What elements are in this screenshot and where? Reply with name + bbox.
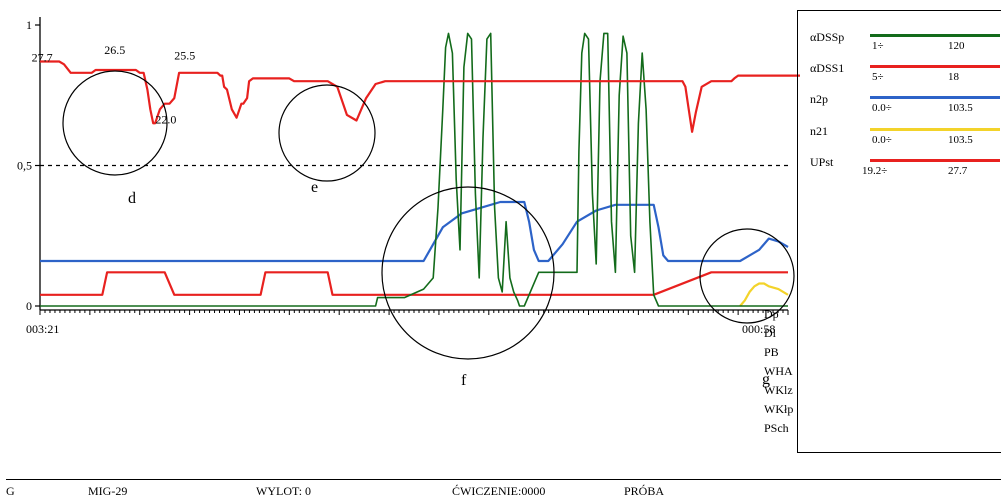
y-tick-label: 0 <box>26 299 32 313</box>
series-line-UPst <box>40 60 800 133</box>
point-label: 26.5 <box>104 43 125 57</box>
y-tick-label: 1 <box>26 18 32 32</box>
legend-range-max: 103.5 <box>948 102 973 114</box>
legend-swatch <box>870 34 1000 37</box>
legend-swatch <box>870 65 1000 68</box>
series-line-n21 <box>739 282 789 307</box>
time-end-label: 000:58 <box>742 322 775 336</box>
annotation-circle <box>278 84 376 182</box>
series-line-αDSS1 <box>40 271 788 296</box>
legend-series-name: UPst <box>810 155 834 169</box>
annotation-circle <box>699 228 795 324</box>
indicator-label: WKlz <box>764 383 793 397</box>
indicator-label: PB <box>764 345 779 359</box>
legend-series-name: αDSSp <box>810 30 845 44</box>
circle-label: d <box>128 190 136 207</box>
y-tick-label: 0,5 <box>17 159 32 173</box>
footer-aircraft: MIG-29 <box>88 484 128 498</box>
circle-label: g <box>762 371 770 388</box>
indicator-label: WKłp <box>764 402 794 416</box>
legend-swatch <box>870 96 1000 99</box>
footer-letter: G <box>6 484 15 498</box>
footer-trial: PRÓBA <box>624 484 665 498</box>
legend-range-max: 103.5 <box>948 134 973 146</box>
legend-range-max: 18 <box>948 71 959 83</box>
legend-range-min: 19.2÷ <box>862 165 888 177</box>
legend-series-name: n21 <box>810 124 828 138</box>
legend-swatch <box>870 159 1000 162</box>
indicator-label: Dp <box>764 307 779 321</box>
annotation-circle <box>62 70 168 176</box>
footer-flight: WYLOT: 0 <box>256 484 312 498</box>
series-line-αDSSp <box>40 32 788 307</box>
indicator-label: PSch <box>764 421 789 435</box>
footer-exercise: ĆWICZENIE:0000 <box>452 484 546 498</box>
annotation-circle <box>381 186 555 360</box>
legend-range-min: 5÷ <box>872 71 884 83</box>
indicator-label: Dl <box>764 326 776 340</box>
point-label: 25.5 <box>174 49 195 63</box>
point-label: 22.0 <box>155 112 176 126</box>
legend-range-min: 1÷ <box>872 40 884 52</box>
legend-series-name: n2p <box>810 92 828 106</box>
time-start-label: 003:21 <box>26 322 59 336</box>
legend-range-max: 27.7 <box>948 165 968 177</box>
legend-panel: αDSSp 1÷ 120 αDSS1 5÷ 18 n2p 0.0÷ 103.5 n21 0.0÷ 10… <box>764 10 1001 453</box>
legend-range-max: 120 <box>948 40 965 52</box>
flight-parameter-chart: 1 0,5 0 003:21 000:58 27.7 26.5 25.5 22.0 d e f g <box>17 17 800 389</box>
legend-range-min: 0.0÷ <box>872 102 892 114</box>
series-line-n2p <box>40 200 789 263</box>
footer-divider <box>6 479 1001 480</box>
point-label: 27.7 <box>32 51 53 65</box>
circle-label: f <box>461 372 467 389</box>
legend-range-min: 0.0÷ <box>872 134 892 146</box>
legend-series-name: αDSS1 <box>810 61 845 75</box>
indicator-label: WHA <box>764 364 793 378</box>
circle-label: e <box>311 179 318 196</box>
legend-swatch <box>870 128 1000 131</box>
